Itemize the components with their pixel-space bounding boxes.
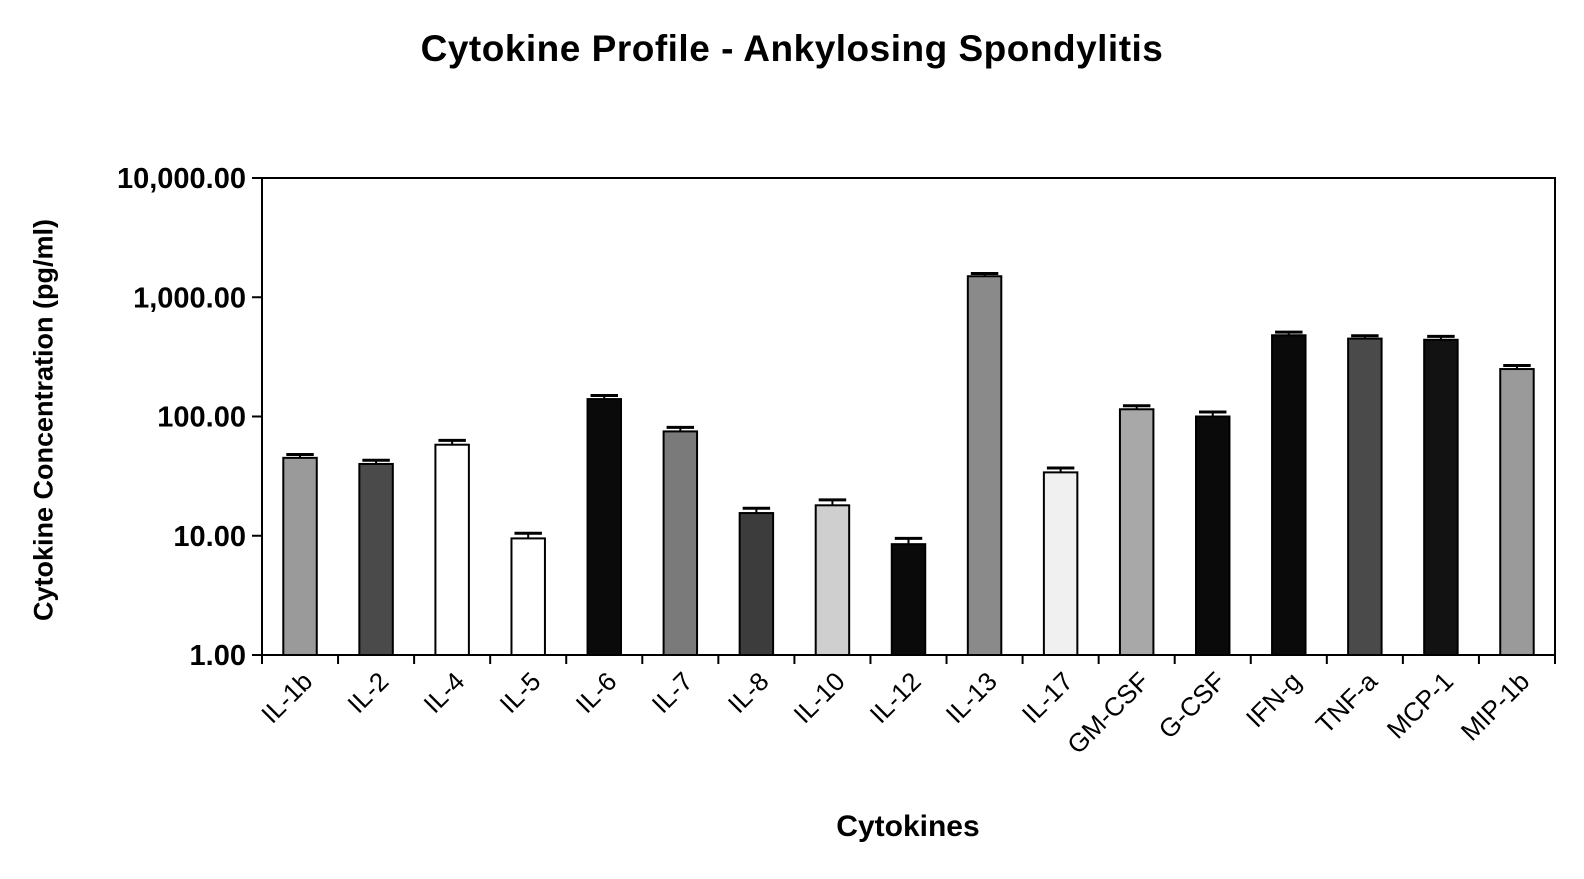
bar-il-5 [511, 538, 544, 655]
bar-il-10 [816, 505, 849, 655]
x-tick-label: MIP-1b [1455, 666, 1535, 746]
x-tick-label: G-CSF [1153, 666, 1231, 744]
x-tick-label: IL-6 [570, 666, 623, 719]
bar-il-7 [664, 431, 697, 655]
bar-il-17 [1044, 472, 1077, 655]
y-tick-label: 100.00 [157, 402, 246, 434]
bar-g-csf [1196, 417, 1229, 656]
x-tick-label: IL-1b [255, 666, 318, 729]
y-tick-label: 10.00 [173, 521, 246, 553]
bar-il-13 [968, 276, 1001, 655]
x-tick-label: IFN-g [1240, 666, 1307, 733]
bar-mcp-1 [1424, 340, 1457, 655]
x-tick-label: IL-17 [1016, 666, 1079, 729]
y-tick-label: 1.00 [190, 640, 246, 672]
bar-il-6 [588, 399, 621, 655]
bar-mip-1b [1500, 369, 1533, 655]
x-tick-label: IL-4 [417, 666, 470, 719]
x-tick-label: IL-5 [494, 666, 547, 719]
x-tick-label: MCP-1 [1381, 666, 1459, 744]
bar-il-12 [892, 544, 925, 655]
bar-ifn-g [1272, 335, 1305, 655]
bar-il-2 [359, 464, 392, 655]
x-tick-label: IL-12 [864, 666, 927, 729]
x-tick-label: IL-7 [646, 666, 699, 719]
y-tick-label: 10,000.00 [117, 163, 246, 195]
y-tick-label: 1,000.00 [133, 282, 246, 314]
x-tick-label: TNF-a [1310, 666, 1384, 740]
bar-il-4 [435, 445, 468, 655]
x-tick-label: IL-2 [341, 666, 394, 719]
bar-il-8 [740, 513, 773, 655]
x-tick-label: GM-CSF [1061, 666, 1155, 760]
bar-tnf-a [1348, 339, 1381, 655]
x-tick-label: IL-10 [788, 666, 851, 729]
x-tick-label: IL-13 [940, 666, 1003, 729]
x-tick-label: IL-8 [722, 666, 775, 719]
bar-gm-csf [1120, 409, 1153, 655]
bar-il-1b [283, 458, 316, 655]
